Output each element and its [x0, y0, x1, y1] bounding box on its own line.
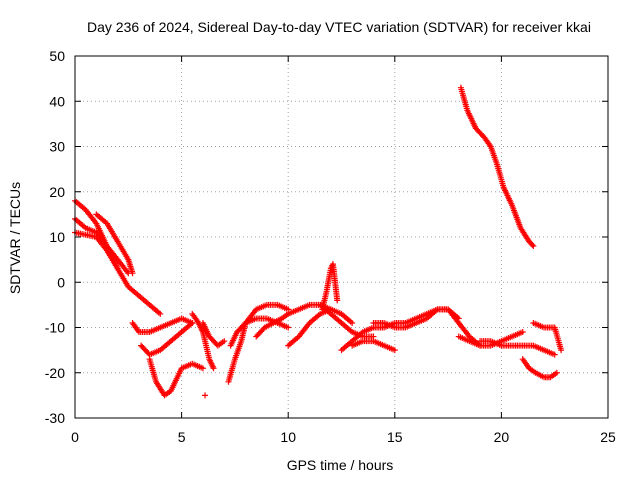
series-track-10 — [225, 301, 292, 385]
data-point — [519, 329, 526, 336]
series-track-5 — [138, 319, 196, 358]
data-point — [529, 241, 536, 248]
series-track-8 — [189, 310, 217, 372]
series-track-4 — [93, 211, 136, 277]
y-tick-label: -20 — [45, 365, 65, 381]
tick-layer: 0 5 10 15 20 25 -30 -20 -10 0 10 20 30 40 50 — [45, 48, 616, 445]
data-point — [558, 347, 565, 354]
series-track-13 — [285, 306, 356, 349]
data-point — [349, 319, 356, 326]
data-point — [114, 265, 121, 272]
y-tick-label: 50 — [49, 48, 65, 64]
plot-frame — [74, 55, 609, 419]
y-tick-label: 30 — [49, 139, 65, 155]
x-tick-label: 0 — [71, 429, 79, 445]
data-point — [157, 310, 164, 317]
x-tick-label: 15 — [387, 429, 403, 445]
y-axis-label: SDTVAR / TECUs — [7, 182, 23, 294]
y-tick-label: -10 — [45, 320, 65, 336]
series-track-17 — [349, 338, 398, 354]
data-point — [221, 338, 228, 345]
data-point — [530, 243, 537, 250]
data-point — [199, 365, 206, 372]
data-point — [202, 392, 209, 399]
series-track-22 — [530, 319, 565, 354]
grid-layer — [75, 56, 608, 418]
y-tick-label: 40 — [49, 93, 65, 109]
series-track-6 — [146, 356, 206, 399]
data-point — [553, 369, 560, 376]
x-tick-label: 5 — [178, 429, 186, 445]
data-point — [210, 365, 217, 372]
y-tick-label: 0 — [57, 274, 65, 290]
series-track-2 — [72, 215, 132, 277]
series-track-18 — [370, 306, 484, 349]
data-point — [334, 297, 341, 304]
data-point — [285, 324, 292, 331]
series-track-7 — [129, 315, 196, 336]
series-track-9 — [199, 319, 228, 349]
series-track-20 — [477, 338, 558, 358]
x-tick-label: 25 — [600, 429, 616, 445]
series-track-11 — [227, 315, 292, 349]
x-axis-label: GPS time / hours — [287, 457, 394, 473]
data-point — [189, 319, 196, 326]
data-point — [391, 347, 398, 354]
series-track-3 — [72, 229, 121, 272]
x-tick-label: 20 — [494, 429, 510, 445]
series-outlier — [202, 392, 209, 399]
chart-title: Day 236 of 2024, Sidereal Day-to-day VTE… — [87, 19, 591, 35]
series-track-14 — [319, 261, 341, 313]
series-track-21 — [519, 356, 560, 381]
y-tick-label: 20 — [49, 184, 65, 200]
y-tick-label: -30 — [45, 410, 65, 426]
series-track-23 — [457, 84, 537, 250]
y-tick-label: 10 — [49, 229, 65, 245]
data-point — [129, 270, 136, 277]
data-layer — [72, 84, 565, 399]
x-tick-label: 10 — [280, 429, 296, 445]
data-point — [551, 351, 558, 358]
